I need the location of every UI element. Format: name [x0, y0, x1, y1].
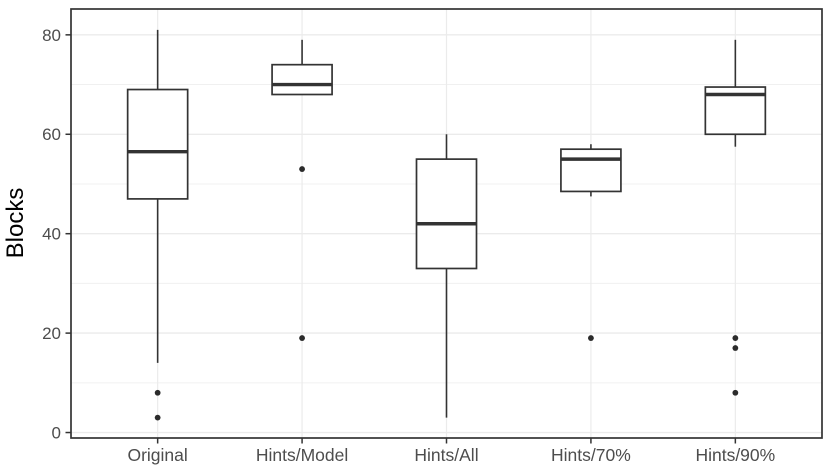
- boxplot-Original: [126, 29, 189, 421]
- y-axis-title: Blocks: [2, 188, 29, 259]
- boxplot-Hints/Model: [271, 39, 333, 341]
- outlier-point: [732, 335, 739, 341]
- iqr-box: [415, 158, 478, 270]
- x-tick-label: Hints/70%: [551, 445, 631, 465]
- boxplots-layer: [126, 29, 767, 421]
- outlier-point: [732, 389, 739, 396]
- outlier-point: [299, 166, 305, 172]
- iqr-box: [560, 148, 622, 193]
- y-tick-label: 0: [52, 423, 61, 442]
- x-tick-label: Hints/Model: [256, 445, 348, 465]
- axes-layer: 0 20 40 60 80 Original Hints/Model Hints/All Hin…: [42, 26, 775, 465]
- y-tick-label: 40: [42, 225, 61, 244]
- y-tick-label: 20: [42, 324, 61, 343]
- outlier-point: [732, 345, 739, 351]
- iqr-box: [271, 63, 333, 96]
- y-tick-label: 60: [42, 125, 61, 144]
- x-tick-label: Hints/90%: [695, 445, 775, 465]
- x-tick-label: Original: [127, 445, 187, 465]
- outlier-point: [588, 335, 594, 341]
- boxplot-Hints/All: [415, 134, 478, 418]
- outlier-point: [154, 389, 161, 396]
- boxplot-Hints/70%: [560, 144, 622, 341]
- outlier-point: [299, 335, 305, 341]
- iqr-box: [126, 88, 189, 200]
- y-tick-label: 80: [42, 26, 61, 45]
- x-tick-label: Hints/All: [414, 445, 478, 465]
- outlier-point: [154, 414, 161, 421]
- boxplot-Hints/90%: [704, 39, 767, 396]
